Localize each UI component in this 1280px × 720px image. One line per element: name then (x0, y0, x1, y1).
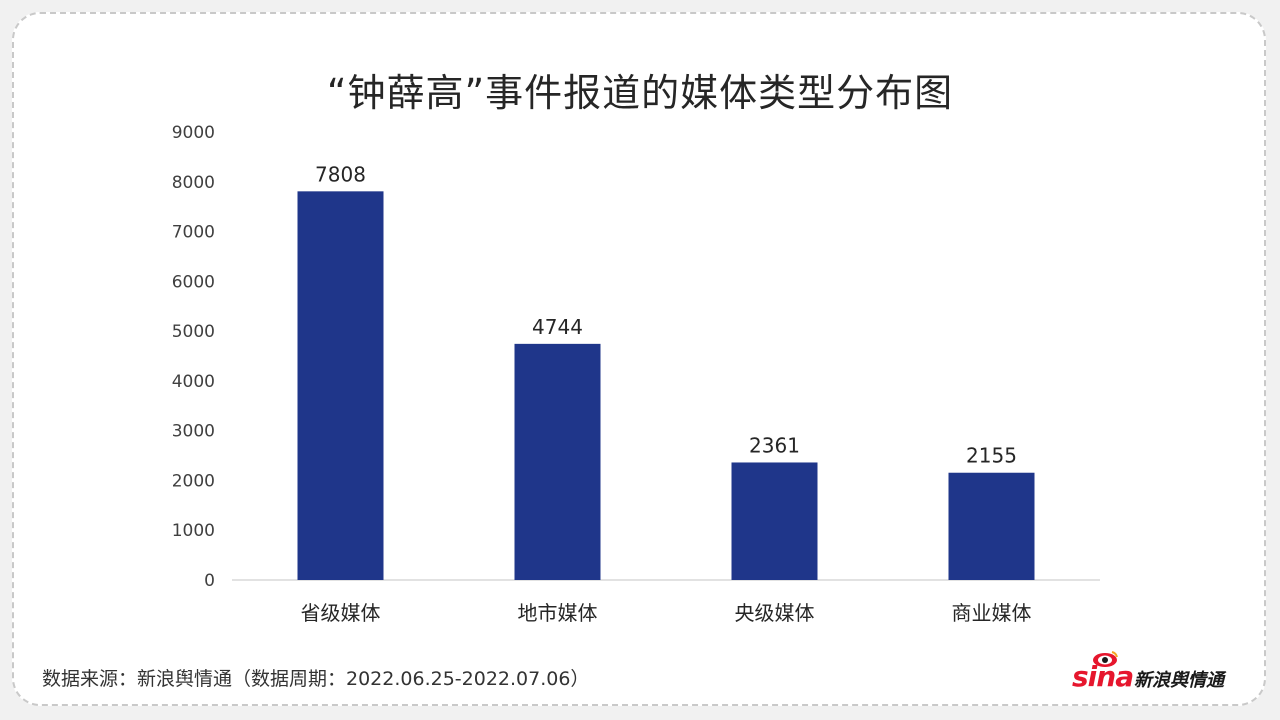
bar-4 (948, 472, 1035, 580)
bar-value-label: 7808 (315, 162, 366, 186)
x-category-label: 商业媒体 (952, 601, 1032, 625)
data-source-note: 数据来源：新浪舆情通（数据周期：2022.06.25-2022.07.06） (42, 668, 590, 690)
y-tick-label: 0 (204, 571, 215, 591)
y-tick-label: 1000 (172, 521, 215, 541)
logo-brand-text: sina (1072, 660, 1134, 693)
bar-1 (297, 191, 384, 580)
bar-value-label: 4744 (532, 315, 583, 339)
bar-2 (514, 343, 601, 580)
value-labels: 7808 4744 2361 2155 (315, 162, 1017, 467)
bar-value-label: 2155 (966, 444, 1017, 468)
y-axis-ticks: 0 1000 2000 3000 4000 5000 6000 7000 8000 9000 (172, 123, 215, 591)
bar-value-label: 2361 (749, 433, 800, 457)
y-tick-label: 4000 (172, 372, 215, 392)
logo-product-text: 新浪舆情通 (1134, 670, 1224, 691)
eye-icon (1093, 651, 1118, 667)
y-tick-label: 5000 (172, 322, 215, 342)
y-tick-label: 6000 (172, 272, 215, 292)
bars (297, 191, 1035, 580)
y-tick-label: 7000 (172, 223, 215, 243)
chart-card (12, 12, 1266, 706)
bar-3 (731, 462, 818, 580)
x-axis-labels: 省级媒体 地市媒体 央级媒体 商业媒体 (301, 601, 1032, 625)
x-category-label: 省级媒体 (301, 601, 381, 625)
chart-title: “钟薛高”事件报道的媒体类型分布图 (326, 71, 954, 115)
y-tick-label: 9000 (172, 123, 215, 143)
y-tick-label: 8000 (172, 173, 215, 193)
y-tick-label: 2000 (172, 471, 215, 491)
x-category-label: 地市媒体 (518, 601, 598, 625)
sina-yuqingtong-logo: sina 新浪舆情通 (1072, 650, 1242, 696)
x-category-label: 央级媒体 (735, 601, 815, 625)
y-tick-label: 3000 (172, 422, 215, 442)
